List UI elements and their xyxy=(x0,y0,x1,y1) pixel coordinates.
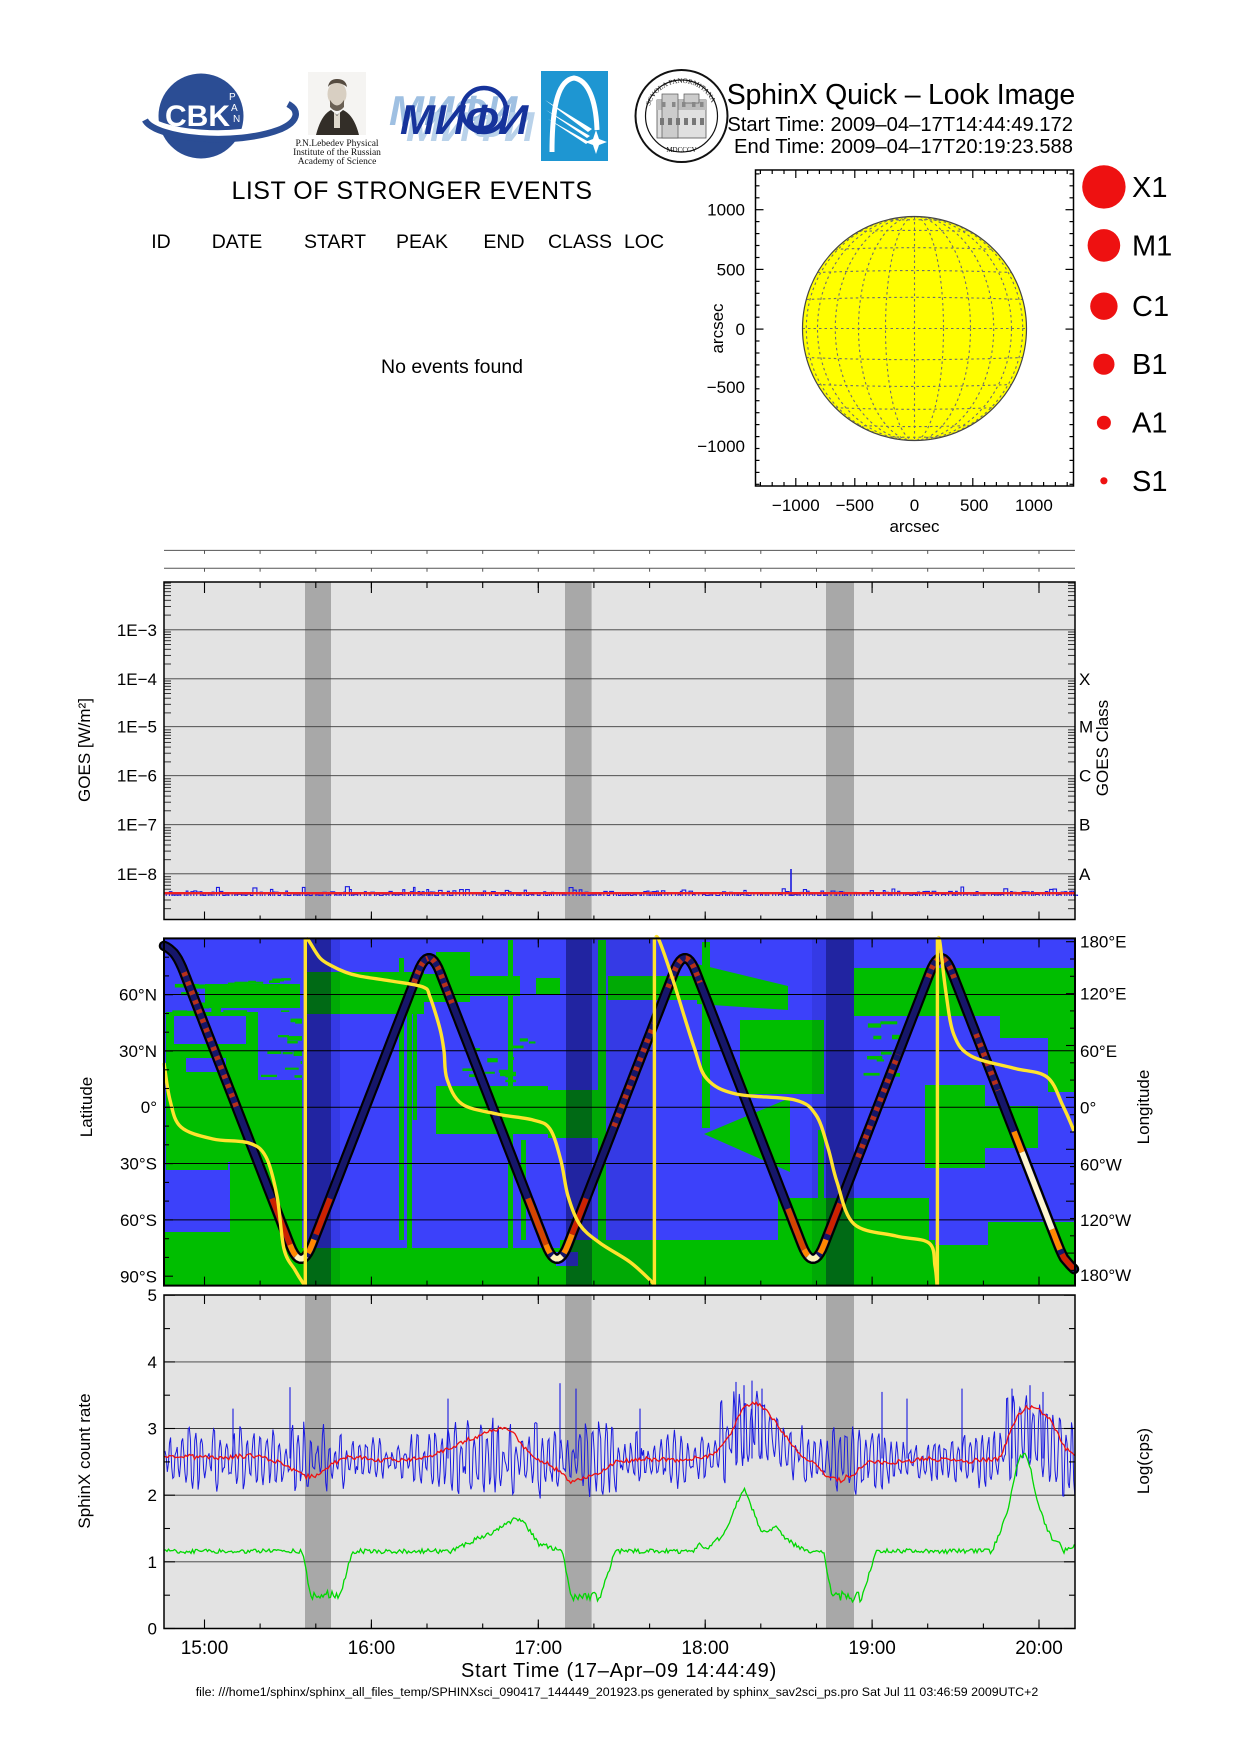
svg-text:CBK: CBK xyxy=(165,100,230,133)
svg-text:1E−6: 1E−6 xyxy=(117,767,157,786)
svg-text:120°E: 120°E xyxy=(1080,985,1127,1004)
svg-text:M1: M1 xyxy=(1132,230,1172,262)
svg-text:X: X xyxy=(1079,670,1090,689)
svg-text:1000: 1000 xyxy=(707,201,745,220)
svg-text:Start Time (17–Apr–09 14:44:49: Start Time (17–Apr–09 14:44:49) xyxy=(461,1660,777,1682)
svg-text:−1000: −1000 xyxy=(697,437,745,456)
svg-text:−500: −500 xyxy=(836,496,874,515)
svg-text:Longitude: Longitude xyxy=(1134,1070,1153,1145)
svg-text:X1: X1 xyxy=(1132,172,1167,204)
svg-text:60°S: 60°S xyxy=(120,1211,157,1230)
svg-text:17:00: 17:00 xyxy=(515,1638,563,1659)
svg-text:SphinX count rate: SphinX count rate xyxy=(75,1393,94,1528)
svg-text:5: 5 xyxy=(148,1286,157,1305)
svg-text:DATE: DATE xyxy=(212,231,263,253)
svg-text:20:00: 20:00 xyxy=(1015,1638,1063,1659)
svg-text:arcsec: arcsec xyxy=(708,303,727,354)
svg-text:1E−7: 1E−7 xyxy=(117,816,157,835)
svg-text:0: 0 xyxy=(148,1620,157,1639)
svg-text:60°W: 60°W xyxy=(1080,1155,1122,1174)
svg-text:A1: A1 xyxy=(1132,408,1167,440)
svg-text:500: 500 xyxy=(717,260,745,279)
svg-text:N: N xyxy=(233,114,240,125)
svg-text:16:00: 16:00 xyxy=(348,1638,396,1659)
svg-text:60°N: 60°N xyxy=(119,986,157,1005)
svg-text:18:00: 18:00 xyxy=(681,1638,729,1659)
svg-text:file: ///home1/sphinx/sphinx_a: file: ///home1/sphinx/sphinx_all_files_t… xyxy=(196,1685,1039,1699)
svg-text:END: END xyxy=(483,231,524,253)
svg-text:arcsec: arcsec xyxy=(889,517,940,536)
svg-text:1E−3: 1E−3 xyxy=(117,621,157,640)
svg-text:30°S: 30°S xyxy=(120,1155,157,1174)
svg-text:C1: C1 xyxy=(1132,291,1169,323)
svg-text:0: 0 xyxy=(910,496,919,515)
svg-text:−500: −500 xyxy=(707,378,745,397)
svg-text:A: A xyxy=(1079,865,1091,884)
svg-text:60°E: 60°E xyxy=(1080,1042,1117,1061)
svg-text:Institute of the Russian: Institute of the Russian xyxy=(293,147,381,158)
svg-text:500: 500 xyxy=(960,496,988,515)
svg-text:B: B xyxy=(1079,816,1090,835)
svg-text:LIST OF STRONGER EVENTS: LIST OF STRONGER EVENTS xyxy=(231,177,592,205)
svg-text:15:00: 15:00 xyxy=(181,1638,229,1659)
svg-text:M: M xyxy=(1079,718,1093,737)
svg-text:A: A xyxy=(231,103,238,114)
svg-text:1E−5: 1E−5 xyxy=(117,718,157,737)
svg-text:S1: S1 xyxy=(1132,466,1167,498)
svg-text:180°W: 180°W xyxy=(1080,1266,1131,1285)
svg-text:Academy of Science: Academy of Science xyxy=(298,156,377,167)
svg-text:End Time: 2009–04–17T20:19:23.: End Time: 2009–04–17T20:19:23.588 xyxy=(734,136,1073,158)
svg-text:1E−8: 1E−8 xyxy=(117,865,157,884)
svg-text:P: P xyxy=(229,92,236,103)
svg-text:Log(cps): Log(cps) xyxy=(1134,1428,1153,1494)
svg-text:CLASS: CLASS xyxy=(548,231,612,253)
svg-text:120°W: 120°W xyxy=(1080,1211,1131,1230)
svg-text:No events found: No events found xyxy=(381,356,523,378)
svg-text:GOES Class: GOES Class xyxy=(1093,700,1112,796)
svg-text:1000: 1000 xyxy=(1015,496,1053,515)
svg-text:19:00: 19:00 xyxy=(848,1638,896,1659)
svg-text:0: 0 xyxy=(736,320,745,339)
svg-text:Latitude: Latitude xyxy=(77,1077,96,1138)
svg-text:MDCCCV: MDCCCV xyxy=(666,146,696,154)
svg-text:4: 4 xyxy=(148,1353,157,1372)
svg-text:GOES [W/m²]: GOES [W/m²] xyxy=(75,698,94,802)
svg-text:ID: ID xyxy=(151,231,171,253)
svg-text:B1: B1 xyxy=(1132,349,1167,381)
svg-text:C: C xyxy=(1079,767,1091,786)
svg-text:SphinX Quick – Look Image: SphinX Quick – Look Image xyxy=(727,79,1075,111)
svg-text:PEAK: PEAK xyxy=(396,231,448,253)
svg-text:−1000: −1000 xyxy=(772,496,820,515)
svg-text:LOC: LOC xyxy=(624,231,664,253)
svg-text:2: 2 xyxy=(148,1486,157,1505)
svg-text:1E−4: 1E−4 xyxy=(117,670,157,689)
svg-text:30°N: 30°N xyxy=(119,1042,157,1061)
svg-text:0°: 0° xyxy=(141,1098,157,1117)
svg-text:3: 3 xyxy=(148,1420,157,1439)
svg-text:P.N.Lebedev Physical: P.N.Lebedev Physical xyxy=(295,139,378,149)
svg-text:START: START xyxy=(304,231,366,253)
svg-text:1: 1 xyxy=(148,1553,157,1572)
svg-text:90°S: 90°S xyxy=(120,1267,157,1286)
svg-text:180°E: 180°E xyxy=(1080,933,1127,952)
svg-text:Start Time: 2009–04–17T14:44:4: Start Time: 2009–04–17T14:44:49.172 xyxy=(727,114,1073,136)
svg-text:0°: 0° xyxy=(1080,1098,1096,1117)
